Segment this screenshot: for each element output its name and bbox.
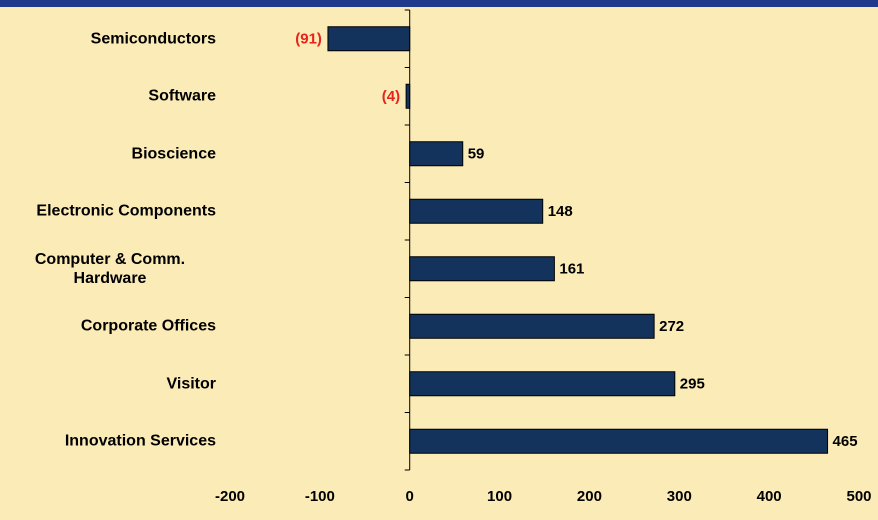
value-label: (91) [295, 31, 322, 48]
x-tick-label: 300 [667, 488, 692, 505]
x-tick-label: -100 [305, 488, 335, 505]
value-label: (4) [382, 88, 400, 105]
value-label: 148 [548, 203, 573, 220]
value-label: 272 [659, 318, 684, 335]
category-label: Software [148, 87, 216, 105]
bar [409, 428, 829, 454]
bar [409, 313, 655, 339]
bar [409, 256, 555, 282]
bar [409, 371, 676, 397]
x-tick-label: 500 [846, 488, 871, 505]
bar [327, 26, 411, 52]
category-label: Corporate Offices [80, 317, 216, 335]
value-label: 295 [680, 376, 705, 393]
x-tick-label: 200 [577, 488, 602, 505]
bar [409, 141, 464, 167]
category-label: Innovation Services [64, 432, 216, 450]
x-tick-label: 0 [406, 488, 414, 505]
category-label: Bioscience [131, 145, 216, 163]
value-label: 161 [559, 261, 584, 278]
x-tick-label: 100 [487, 488, 512, 505]
value-label: 465 [833, 433, 858, 450]
x-tick-label: -200 [215, 488, 245, 505]
category-label: Computer & Comm. Hardware [34, 250, 186, 287]
bar [409, 198, 544, 224]
category-label: Visitor [166, 375, 217, 393]
category-label: Electronic Components [36, 202, 216, 220]
value-label: 59 [468, 146, 485, 163]
bar [405, 83, 411, 109]
header-bar [0, 0, 878, 7]
x-tick-label: 400 [757, 488, 782, 505]
category-label: Semiconductors [90, 30, 216, 48]
